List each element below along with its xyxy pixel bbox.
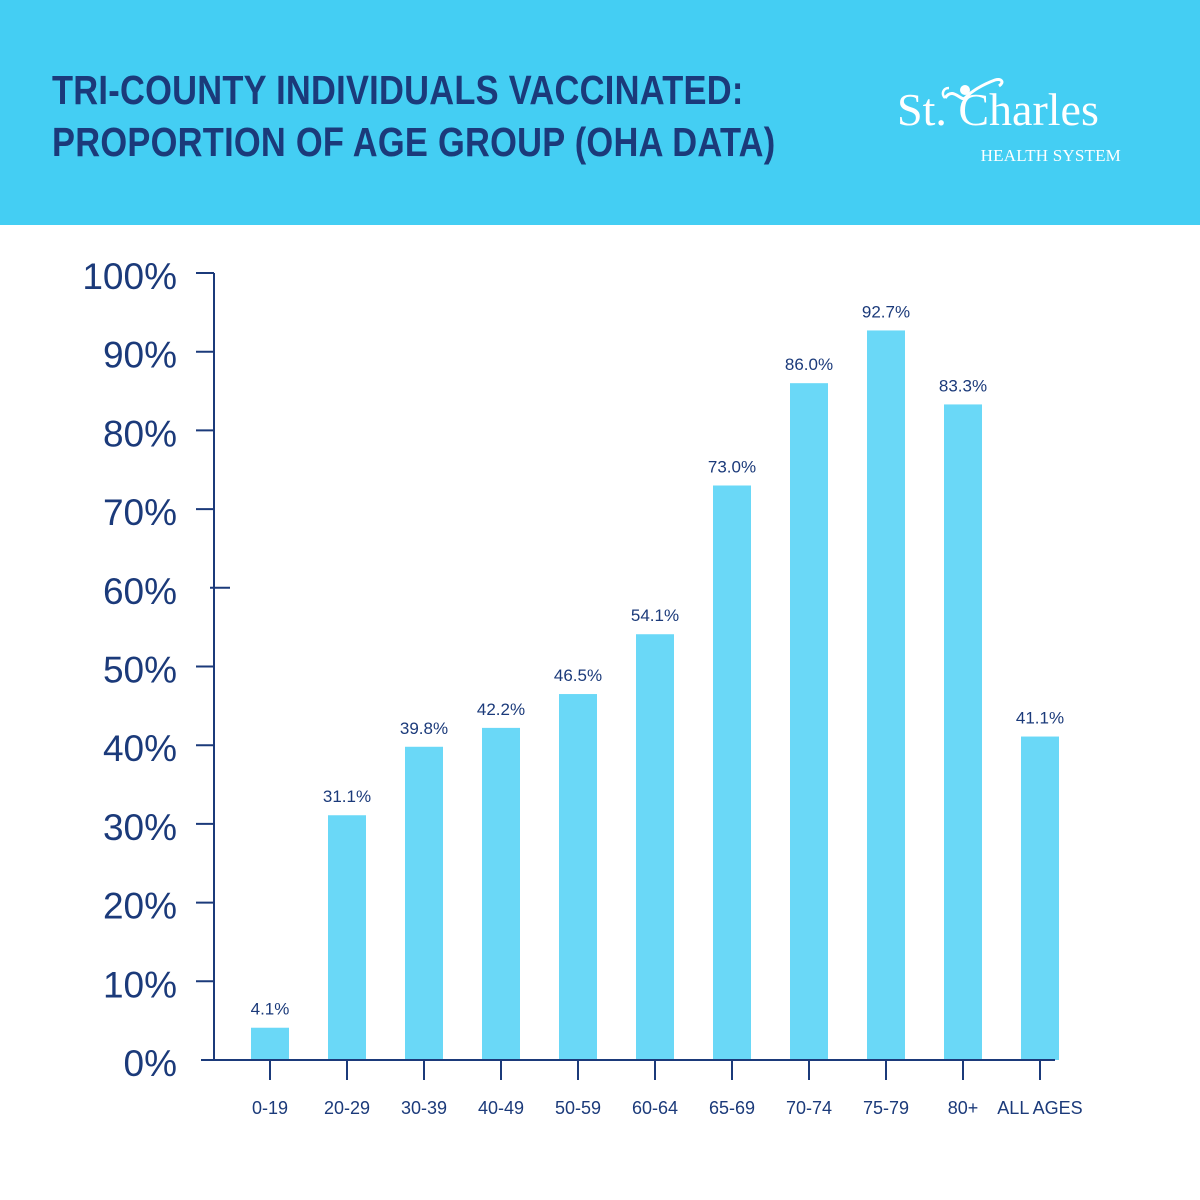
x-tick-label: 40-49 bbox=[478, 1098, 524, 1118]
chart-title-line-2: PROPORTION OF AGE GROUP (OHA DATA) bbox=[52, 119, 776, 165]
st-charles-logo: St. Charles HEALTH SYSTEM bbox=[893, 78, 1123, 178]
x-tick-label: 80+ bbox=[948, 1098, 979, 1118]
y-tick-label: 50% bbox=[103, 650, 177, 691]
x-tick-label: 0-19 bbox=[252, 1098, 288, 1118]
x-axis: 0-19 20-29 30-39 40-49 50-59 60-64 65-69 70-74 7… bbox=[201, 1059, 1083, 1118]
x-tick-label: ALL AGES bbox=[997, 1098, 1082, 1118]
y-tick-label: 70% bbox=[103, 492, 177, 533]
bar bbox=[713, 485, 751, 1060]
y-tick-label: 40% bbox=[103, 728, 177, 769]
data-label: 46.5% bbox=[554, 666, 602, 685]
x-tick-label: 65-69 bbox=[709, 1098, 755, 1118]
person-figure-icon bbox=[941, 78, 1004, 101]
bar bbox=[405, 746, 443, 1060]
data-label: 83.3% bbox=[939, 376, 987, 395]
bar bbox=[636, 634, 674, 1060]
y-tick-label: 60% bbox=[103, 571, 177, 612]
data-label: 4.1% bbox=[251, 1000, 290, 1019]
y-tick-label: 100% bbox=[82, 256, 177, 297]
data-label: 41.1% bbox=[1016, 709, 1064, 728]
data-label: 42.2% bbox=[477, 700, 525, 719]
data-label: 86.0% bbox=[785, 355, 833, 374]
data-label: 39.8% bbox=[400, 719, 448, 738]
logo-subtitle: HEALTH SYSTEM bbox=[980, 146, 1121, 165]
x-tick-label: 30-39 bbox=[401, 1098, 447, 1118]
x-tick-label: 20-29 bbox=[324, 1098, 370, 1118]
y-axis: 0% 10% 20% 30% 40% 50% 60% 70% 80% 90% 100% bbox=[82, 256, 230, 1084]
chart-title-line-1: TRI-COUNTY INDIVIDUALS VACCINATED: bbox=[52, 67, 744, 113]
y-tick-label: 0% bbox=[124, 1043, 177, 1084]
bar bbox=[328, 815, 366, 1060]
bars: 4.1% 31.1% 39.8% 42.2% 46.5% 54.1% 73.0% 86.0% 9… bbox=[251, 302, 1064, 1061]
bar bbox=[559, 694, 597, 1060]
chart-title: TRI-COUNTY INDIVIDUALS VACCINATED: PROPO… bbox=[52, 64, 776, 168]
bar bbox=[944, 404, 982, 1061]
data-label: 31.1% bbox=[323, 787, 371, 806]
data-label: 73.0% bbox=[708, 457, 756, 476]
bar bbox=[482, 727, 520, 1060]
bar bbox=[251, 1027, 289, 1060]
bar bbox=[790, 383, 828, 1060]
bar bbox=[867, 330, 905, 1060]
x-tick-label: 60-64 bbox=[632, 1098, 678, 1118]
y-tick-label: 20% bbox=[103, 886, 177, 927]
bar bbox=[1021, 736, 1059, 1060]
x-tick-label: 75-79 bbox=[863, 1098, 909, 1118]
x-tick-label: 50-59 bbox=[555, 1098, 601, 1118]
y-tick-label: 80% bbox=[103, 413, 177, 454]
x-tick-label: 70-74 bbox=[786, 1098, 832, 1118]
data-label: 92.7% bbox=[862, 302, 910, 321]
header-banner: TRI-COUNTY INDIVIDUALS VACCINATED: PROPO… bbox=[0, 0, 1200, 225]
y-tick-label: 30% bbox=[103, 807, 177, 848]
y-tick-label: 90% bbox=[103, 335, 177, 376]
logo-name: St. Charles bbox=[897, 84, 1099, 135]
data-label: 54.1% bbox=[631, 606, 679, 625]
y-tick-label: 10% bbox=[103, 964, 177, 1005]
